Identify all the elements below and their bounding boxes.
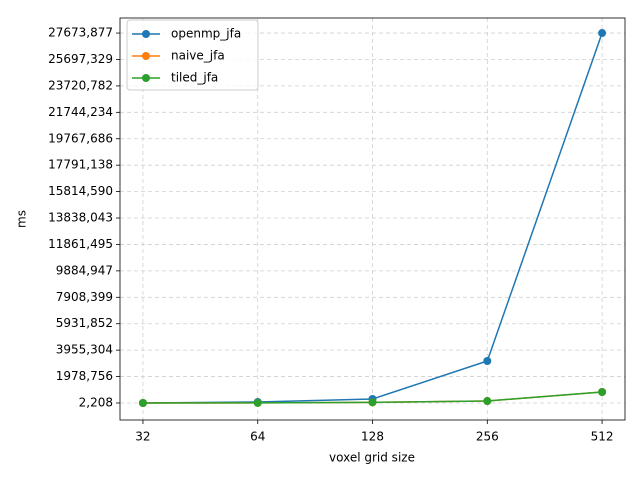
legend-marker: [142, 74, 150, 82]
x-tick-label: 512: [591, 430, 614, 444]
y-tick-label: 27673,877: [48, 26, 113, 40]
y-tick-label: 3955,304: [56, 343, 113, 357]
y-tick-label: 25697,329: [48, 52, 113, 66]
point: [138, 398, 147, 407]
x-tick-label: 64: [250, 430, 265, 444]
y-tick-label: 21744,234: [48, 105, 113, 119]
plot-frame: [119, 17, 626, 421]
x-axis-label: voxel grid size: [329, 451, 415, 465]
y-tick-label: 2,208: [79, 395, 113, 409]
legend-marker: [142, 30, 150, 38]
x-tick-label: 256: [476, 430, 499, 444]
point: [598, 387, 607, 396]
y-tick-label: 19767,686: [48, 131, 113, 145]
y-tick-label: 13838,043: [48, 211, 113, 225]
point: [483, 357, 492, 366]
point: [253, 398, 262, 407]
y-tick-label: 11861,495: [48, 237, 113, 251]
legend-box: [126, 19, 259, 91]
y-tick-label: 17791,138: [48, 158, 113, 172]
legend-marker: [142, 52, 150, 60]
legend-label: tiled_jfa: [171, 71, 218, 85]
point: [368, 398, 377, 407]
point: [483, 397, 492, 406]
legend: openmp_jfa naive_jfa tiled_jfa: [126, 19, 259, 91]
y-tick-label: 7908,399: [56, 290, 113, 304]
y-tick-label: 5931,852: [56, 316, 113, 330]
y-tick-label: 23720,782: [48, 78, 113, 92]
y-tick-label: 9884,947: [56, 263, 113, 277]
y-tick-label: 15814,590: [48, 184, 113, 198]
x-tick-label: 128: [361, 430, 384, 444]
legend-label: naive_jfa: [171, 49, 225, 63]
y-tick-label: 1978,756: [56, 369, 113, 383]
legend-label: openmp_jfa: [171, 27, 241, 41]
y-axis-label: ms: [15, 210, 29, 228]
x-tick-label: 32: [135, 430, 150, 444]
point: [598, 29, 607, 38]
